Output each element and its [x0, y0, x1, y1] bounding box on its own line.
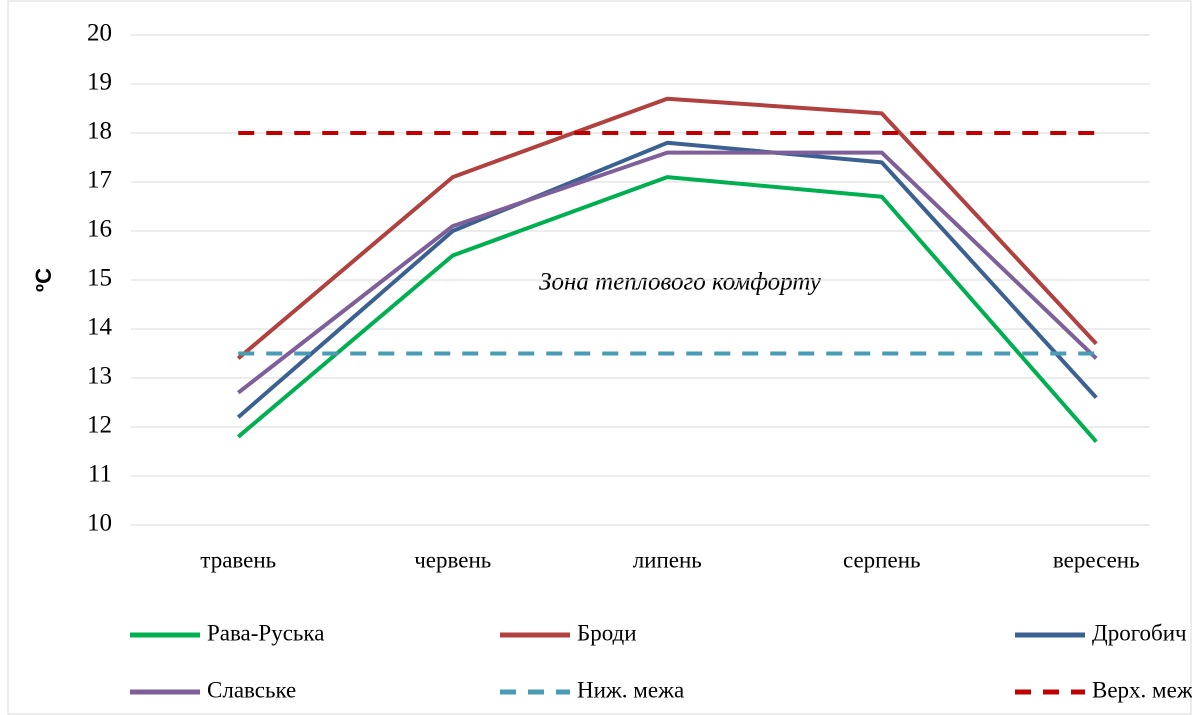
- y-tick-label: 14: [87, 314, 113, 341]
- y-tick-label: 19: [87, 69, 112, 96]
- legend-label: Ниж. межа: [577, 677, 684, 702]
- x-tick-label: серпень: [843, 547, 921, 572]
- legend-label: Дрогобич: [1092, 620, 1187, 645]
- y-tick-label: 15: [87, 265, 112, 292]
- y-tick-label: 18: [87, 118, 112, 145]
- x-tick-label: липень: [633, 547, 702, 572]
- series-line: [237, 150, 1098, 395]
- y-tick-label: 16: [87, 216, 112, 243]
- y-tick-label: 11: [88, 461, 112, 488]
- y-tick-label: 12: [87, 412, 112, 439]
- series-line: [236, 175, 1098, 444]
- y-tick-label: 13: [87, 363, 112, 390]
- series-line: [236, 140, 1098, 419]
- legend-label: Броди: [577, 620, 637, 645]
- y-tick-label: 20: [87, 20, 112, 47]
- series-line: [236, 96, 1098, 360]
- annotation: Зона теплового комфорту: [539, 269, 822, 296]
- chart-border: [7, 0, 1192, 715]
- x-tick-label: червень: [414, 547, 491, 572]
- y-axis-label: ºC: [31, 268, 56, 292]
- legend-label: Славське: [207, 677, 296, 702]
- x-tick-label: вересень: [1053, 547, 1140, 572]
- y-tick-label: 17: [87, 167, 112, 194]
- y-tick-label: 10: [87, 510, 112, 537]
- legend-label: Рава-Руська: [207, 620, 324, 645]
- x-tick-label: травень: [200, 547, 276, 572]
- legend-label: Верх. межа: [1092, 677, 1192, 702]
